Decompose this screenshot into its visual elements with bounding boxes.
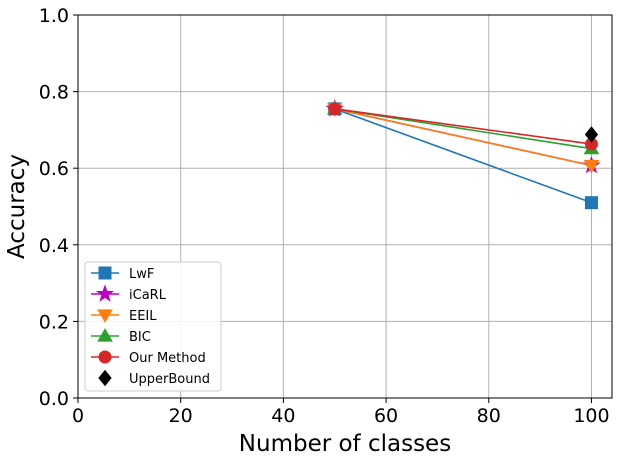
x-tick-label: 20 bbox=[169, 405, 193, 427]
x-tick-label: 60 bbox=[374, 405, 398, 427]
series-upperbound bbox=[584, 126, 599, 143]
plot-frame bbox=[77, 14, 613, 399]
series-bic bbox=[326, 100, 600, 155]
x-axis-label: Number of classes bbox=[239, 431, 451, 457]
data-point bbox=[583, 159, 600, 174]
legend-marker bbox=[98, 266, 112, 280]
y-tick-label: 0.8 bbox=[39, 82, 69, 104]
ticks: 0 20 40 60 80 100 0.0 0.2 0.4 0.6 0.8 1.0 bbox=[39, 5, 610, 427]
x-tick-label: 40 bbox=[271, 405, 295, 427]
y-tick-label: 0.0 bbox=[39, 388, 69, 410]
series-line bbox=[334, 108, 592, 167]
series-our-method bbox=[328, 102, 598, 151]
data-point bbox=[584, 196, 598, 210]
legend-marker bbox=[98, 350, 112, 364]
series-line bbox=[334, 108, 592, 145]
data-point bbox=[328, 102, 342, 116]
legend: LwF iCaRL EEIL BIC Our Method UpperBound bbox=[84, 261, 222, 392]
legend-label: EEIL bbox=[129, 309, 157, 324]
legend-marker bbox=[97, 328, 113, 342]
x-tick-label: 100 bbox=[573, 405, 609, 427]
y-tick-label: 0.2 bbox=[39, 311, 69, 333]
series-line bbox=[334, 108, 592, 204]
y-axis-label: Accuracy bbox=[4, 154, 30, 259]
x-tick-label: 0 bbox=[72, 405, 84, 427]
x-tick-label: 80 bbox=[477, 405, 501, 427]
legend-marker bbox=[97, 309, 113, 323]
legend-label: iCaRL bbox=[129, 288, 167, 303]
series-lwf bbox=[328, 102, 598, 210]
legend-item: iCaRL bbox=[91, 284, 167, 303]
legend-marker bbox=[95, 284, 115, 302]
y-tick-label: 0.6 bbox=[39, 158, 69, 180]
legend-label: LwF bbox=[129, 267, 154, 282]
legend-item: BIC bbox=[91, 328, 151, 345]
legend-label: Our Method bbox=[129, 351, 206, 366]
data-point bbox=[584, 126, 599, 143]
y-tick-label: 1.0 bbox=[39, 5, 69, 27]
legend-marker bbox=[98, 369, 112, 387]
legend-item: LwF bbox=[91, 266, 154, 282]
legend-item: UpperBound bbox=[98, 369, 210, 387]
y-tick-label: 0.4 bbox=[39, 235, 69, 257]
legend-label: UpperBound bbox=[129, 372, 210, 387]
legend-item: EEIL bbox=[91, 309, 157, 324]
legend-item: Our Method bbox=[91, 350, 206, 366]
legend-label: BIC bbox=[129, 330, 151, 345]
series-layer bbox=[325, 99, 601, 210]
